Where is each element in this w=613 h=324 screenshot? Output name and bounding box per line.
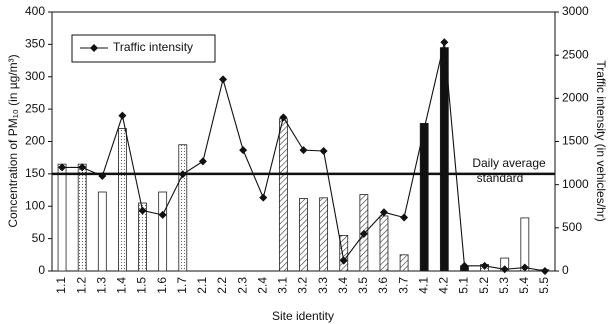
bar — [399, 254, 409, 272]
reference-label: Daily average — [472, 156, 546, 170]
x-tick-label: 5.4 — [517, 277, 531, 294]
bar — [439, 47, 449, 272]
marker — [299, 146, 308, 155]
marker — [118, 111, 127, 120]
x-tick-label: 1.6 — [155, 277, 169, 294]
marker — [239, 146, 248, 155]
bar — [57, 163, 67, 272]
marker — [198, 157, 207, 166]
x-tick-label: 3.4 — [336, 277, 350, 294]
x-tick-label: 2.1 — [195, 277, 209, 294]
y-tick-label: 350 — [25, 37, 45, 51]
x-tick-label: 3.1 — [276, 277, 290, 294]
marker — [500, 265, 509, 274]
marker — [279, 113, 288, 122]
y-tick-label: 400 — [25, 4, 45, 18]
y2-axis-label: Traffic intensity (in vehicles/hr) — [594, 60, 608, 221]
marker — [158, 210, 167, 219]
y2-tick-label: 2500 — [562, 47, 589, 61]
x-tick-label: 5.2 — [477, 277, 491, 294]
x-tick-label: 5.3 — [497, 277, 511, 294]
x-tick-label: 2.4 — [255, 277, 269, 294]
y2-tick-label: 1000 — [562, 177, 589, 191]
marker — [540, 267, 549, 275]
reference-label: standard — [477, 171, 524, 185]
bar — [77, 163, 87, 272]
bar — [118, 128, 127, 272]
x-tick-label: 3.6 — [376, 277, 390, 294]
x-tick-label: 1.3 — [94, 277, 108, 294]
x-tick-label: 3.7 — [396, 277, 410, 294]
y2-tick-label: 1500 — [562, 134, 589, 148]
bar — [520, 217, 530, 272]
marker — [259, 193, 268, 202]
x-tick-label: 4.1 — [416, 277, 430, 294]
marker — [460, 261, 469, 270]
marker — [98, 172, 107, 181]
bar — [278, 118, 288, 272]
x-tick-label: 1.2 — [74, 277, 88, 294]
y-tick-label: 200 — [25, 134, 45, 148]
y-tick-label: 300 — [25, 69, 45, 83]
marker — [319, 146, 328, 155]
bar — [178, 144, 188, 272]
x-tick-label: 1.5 — [135, 277, 149, 294]
marker — [339, 256, 348, 265]
marker — [359, 229, 368, 238]
x-tick-label: 2.3 — [235, 277, 249, 294]
x-axis-label: Site identity — [272, 309, 334, 323]
bar — [97, 191, 107, 272]
bar — [319, 197, 329, 272]
legend-marker — [90, 44, 98, 52]
marker — [379, 208, 388, 217]
marker — [400, 213, 409, 222]
x-tick-label: 4.2 — [437, 277, 451, 294]
marker — [520, 263, 529, 272]
bar — [379, 215, 389, 272]
bar — [339, 234, 349, 272]
y-tick-label: 0 — [38, 263, 45, 277]
bar — [419, 122, 429, 272]
marker — [480, 261, 489, 270]
legend: Traffic intensity — [71, 34, 216, 63]
bar — [299, 198, 308, 272]
marker — [440, 38, 449, 47]
y2-tick-label: 0 — [562, 263, 569, 277]
bar — [158, 191, 168, 272]
marker — [138, 206, 147, 215]
marker — [58, 163, 67, 172]
marker — [178, 170, 187, 179]
marker — [78, 163, 87, 172]
y-axis-label: Concentration of PM₁₀ (in µg/m³) — [6, 54, 20, 227]
x-tick-label: 5.1 — [457, 277, 471, 294]
x-tick-label: 3.2 — [296, 277, 310, 294]
y2-tick-label: 2000 — [562, 91, 589, 105]
legend-label: Traffic intensity — [113, 40, 193, 54]
x-tick-label: 5.5 — [537, 277, 551, 294]
y-tick-label: 50 — [32, 231, 46, 245]
y-tick-label: 250 — [25, 101, 45, 115]
x-tick-label: 2.2 — [215, 277, 229, 294]
x-tick-label: 1.1 — [54, 277, 68, 294]
y2-tick-label: 500 — [562, 220, 582, 234]
y-tick-label: 150 — [25, 166, 45, 180]
marker — [420, 124, 429, 133]
y2-tick-label: 3000 — [562, 4, 589, 18]
bar — [138, 202, 147, 272]
x-tick-label: 3.5 — [356, 277, 370, 294]
y-tick-label: 100 — [25, 198, 45, 212]
x-tick-label: 3.3 — [316, 277, 330, 294]
marker — [219, 75, 228, 84]
x-tick-label: 1.4 — [115, 277, 129, 294]
x-tick-label: 1.7 — [175, 277, 189, 294]
